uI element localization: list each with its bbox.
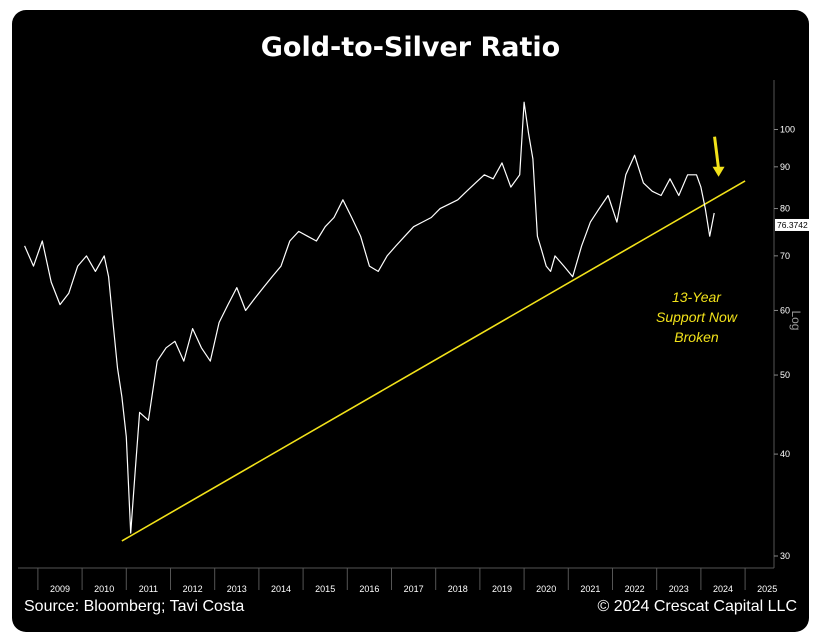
- x-tick-label: 2014: [271, 584, 291, 594]
- last-value-label: 76.3742: [777, 220, 808, 230]
- axes: 30 40 50 60 70 80 90 100 Log 2009 2010 2011 2012 2013…: [18, 80, 803, 594]
- x-tick-label: 2012: [183, 584, 203, 594]
- arrow-head: [712, 166, 725, 177]
- y-tick-label: 70: [780, 251, 790, 261]
- x-tick-label: 2016: [359, 584, 379, 594]
- series-layer: [24, 101, 715, 534]
- arrow-shaft: [713, 136, 721, 169]
- x-tick-label: 2020: [536, 584, 556, 594]
- chart-title: Gold-to-Silver Ratio: [260, 32, 561, 63]
- x-tick-label: 2009: [50, 584, 70, 594]
- y-axis-label: Log: [789, 310, 803, 330]
- x-tick-label: 2010: [94, 584, 114, 594]
- x-tick-label: 2019: [492, 584, 512, 594]
- x-tick-label: 2023: [669, 584, 689, 594]
- x-tick-label: 2013: [227, 584, 247, 594]
- x-tick-label: 2011: [139, 584, 158, 594]
- support-trendline: [121, 180, 746, 542]
- chart-panel: Gold-to-Silver Ratio 30 40 50 60 70 80 90 100 Lo…: [12, 10, 809, 632]
- y-tick-label: 80: [780, 204, 790, 214]
- y-tick-label: 50: [780, 370, 790, 380]
- x-tick-label: 2017: [404, 584, 424, 594]
- x-tick-label: 2024: [713, 584, 733, 594]
- annotation-line: Broken: [674, 329, 719, 345]
- x-tick-label: 2015: [315, 584, 335, 594]
- chart-canvas: 30 40 50 60 70 80 90 100 Log 2009 2010 2011 2012 2013…: [18, 80, 809, 594]
- y-tick-label: 30: [780, 551, 790, 561]
- y-tick-label: 100: [780, 125, 795, 135]
- x-tick-label: 2021: [580, 584, 600, 594]
- copyright-note: © 2024 Crescat Capital LLC: [597, 598, 797, 615]
- source-note: Source: Bloomberg; Tavi Costa: [24, 598, 245, 615]
- x-tick-label: 2022: [625, 584, 645, 594]
- annotation-line: 13-Year: [672, 289, 722, 305]
- annotation-line: Support Now: [656, 309, 738, 325]
- annotation-layer: 76.3742 13-Year Support Now Broken: [656, 136, 809, 345]
- y-tick-label: 40: [780, 449, 790, 459]
- y-tick-label: 60: [780, 305, 790, 315]
- x-tick-label: 2018: [448, 584, 468, 594]
- x-tick-label: 2025: [757, 584, 777, 594]
- trendline-layer: [121, 180, 746, 542]
- ratio-series-line: [24, 101, 715, 534]
- y-tick-label: 90: [780, 162, 790, 172]
- last-value-box: [775, 218, 809, 231]
